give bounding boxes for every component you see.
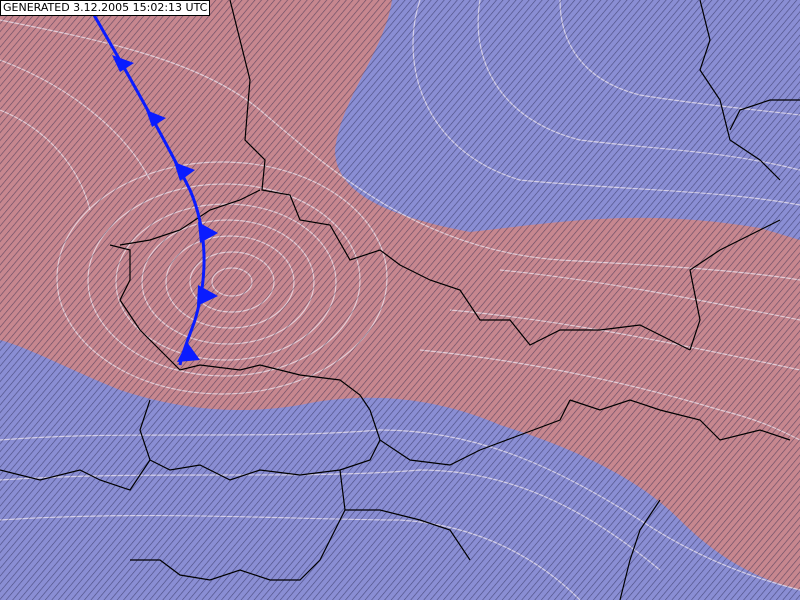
cold-front — [88, 7, 218, 366]
generated-label: GENERATED 3.12.2005 15:02:13 UTC — [0, 0, 211, 16]
